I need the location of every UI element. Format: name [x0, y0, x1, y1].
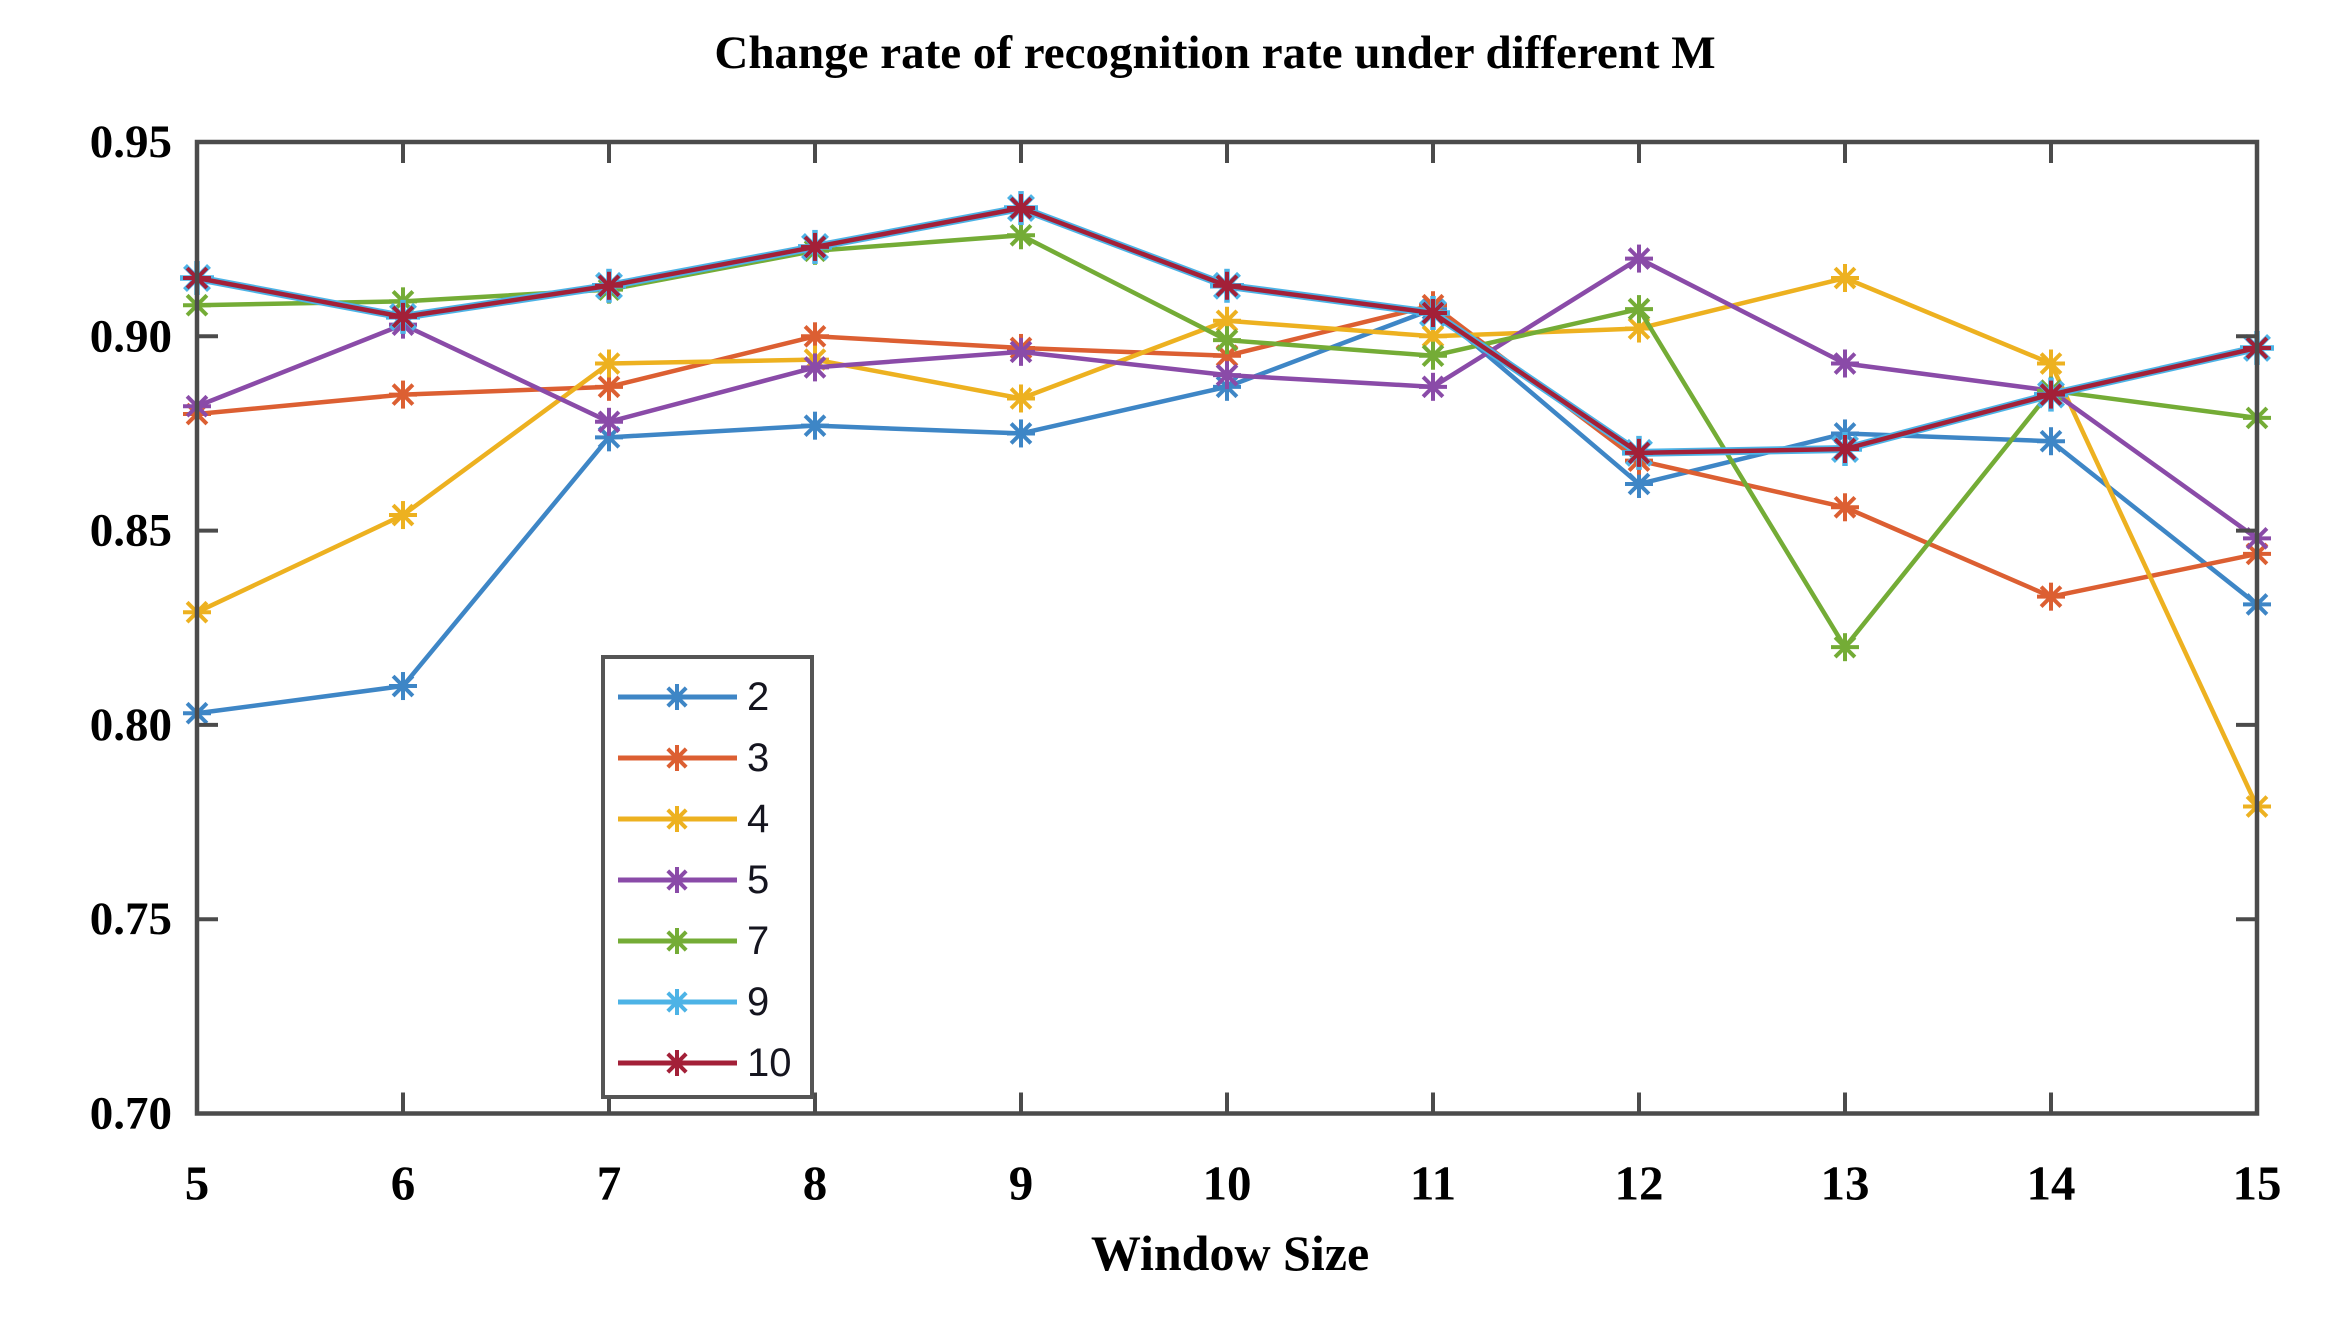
legend: 2 3 4 5 7 9 10	[601, 655, 814, 1099]
legend-label-4: 4	[747, 797, 769, 841]
data-point-marker	[801, 353, 829, 382]
x-tick-label: 12	[1615, 1156, 1664, 1211]
legend-sample-marker-3	[664, 745, 690, 771]
data-point-marker	[595, 271, 623, 300]
y-tick-label: 0.80	[90, 699, 172, 751]
x-tick-label: 5	[185, 1156, 210, 1211]
legend-sample-marker-7	[664, 928, 690, 954]
data-point-marker	[801, 411, 829, 440]
chart-title: Change rate of recognition rate under di…	[714, 27, 1715, 79]
legend-box	[601, 655, 814, 1099]
legend-sample-marker-2	[664, 684, 690, 710]
data-point-marker	[1007, 419, 1035, 448]
x-tick-label: 11	[1410, 1156, 1456, 1211]
data-point-marker	[2037, 380, 2065, 409]
data-point-marker	[1419, 341, 1447, 370]
x-tick-label: 13	[1821, 1156, 1870, 1211]
x-axis-label: Window Size	[1091, 1225, 1369, 1281]
legend-sample-marker-9	[664, 989, 690, 1015]
y-tick-label: 0.85	[90, 505, 172, 557]
x-tick-label: 14	[2027, 1156, 2076, 1211]
data-point-marker	[1831, 349, 1859, 378]
data-point-marker	[1831, 493, 1859, 522]
y-tick-label: 0.90	[90, 310, 172, 362]
data-point-marker	[1625, 244, 1653, 273]
data-point-marker	[595, 349, 623, 378]
axis-layer: 5 6 7 8 9 10 11 12 13 14 15 0.95 0.90 0.85 0.80 0.75 0.7…	[90, 116, 2282, 1211]
x-tick-label: 10	[1203, 1156, 1252, 1211]
data-point-marker	[1007, 337, 1035, 366]
data-point-marker	[801, 322, 829, 351]
data-point-marker	[1831, 633, 1859, 662]
legend-sample-marker-10	[664, 1050, 690, 1076]
legend-label-7: 7	[747, 919, 769, 963]
legend-item-2: 2	[618, 675, 769, 719]
data-point-marker	[2037, 349, 2065, 378]
data-point-marker	[2037, 427, 2065, 456]
data-point-marker	[1625, 295, 1653, 324]
legend-label-9: 9	[747, 980, 769, 1024]
data-point-marker	[1419, 298, 1447, 327]
legend-label-10: 10	[747, 1041, 792, 1085]
data-point-marker	[389, 302, 417, 331]
data-point-marker	[595, 407, 623, 436]
x-tick-label: 6	[391, 1156, 416, 1211]
legend-item-10: 10	[618, 1041, 792, 1085]
data-point-marker	[389, 672, 417, 701]
data-point-marker	[1007, 194, 1035, 223]
legend-item-7: 7	[618, 919, 769, 963]
series-markers-10	[183, 194, 2271, 467]
x-tick-label: 15	[2233, 1156, 2282, 1211]
series-layer	[180, 191, 2274, 821]
data-point-marker	[389, 380, 417, 409]
x-tick-label: 9	[1009, 1156, 1034, 1211]
legend-item-4: 4	[618, 797, 769, 841]
data-point-marker	[1007, 221, 1035, 250]
legend-item-9: 9	[618, 980, 769, 1024]
legend-item-5: 5	[618, 858, 769, 902]
legend-label-5: 5	[747, 858, 769, 902]
y-tick-label: 0.95	[90, 116, 172, 168]
data-point-marker	[1625, 438, 1653, 467]
x-tick-label: 7	[597, 1156, 622, 1211]
y-tick-label: 0.70	[90, 1088, 172, 1140]
legend-sample-marker-5	[664, 867, 690, 893]
legend-label-3: 3	[747, 736, 769, 780]
data-point-marker	[1419, 372, 1447, 401]
data-point-marker	[2037, 582, 2065, 611]
data-point-marker	[1831, 264, 1859, 293]
data-point-marker	[1831, 434, 1859, 463]
data-point-marker	[389, 501, 417, 530]
legend-item-3: 3	[618, 736, 769, 780]
x-tick-label: 8	[803, 1156, 828, 1211]
data-point-marker	[1213, 271, 1241, 300]
y-tick-label: 0.75	[90, 893, 172, 945]
data-point-marker	[1213, 326, 1241, 355]
data-point-marker	[1213, 361, 1241, 390]
data-point-marker	[801, 232, 829, 261]
legend-sample-marker-4	[664, 806, 690, 832]
legend-label-2: 2	[747, 675, 769, 719]
data-point-marker	[1007, 384, 1035, 413]
